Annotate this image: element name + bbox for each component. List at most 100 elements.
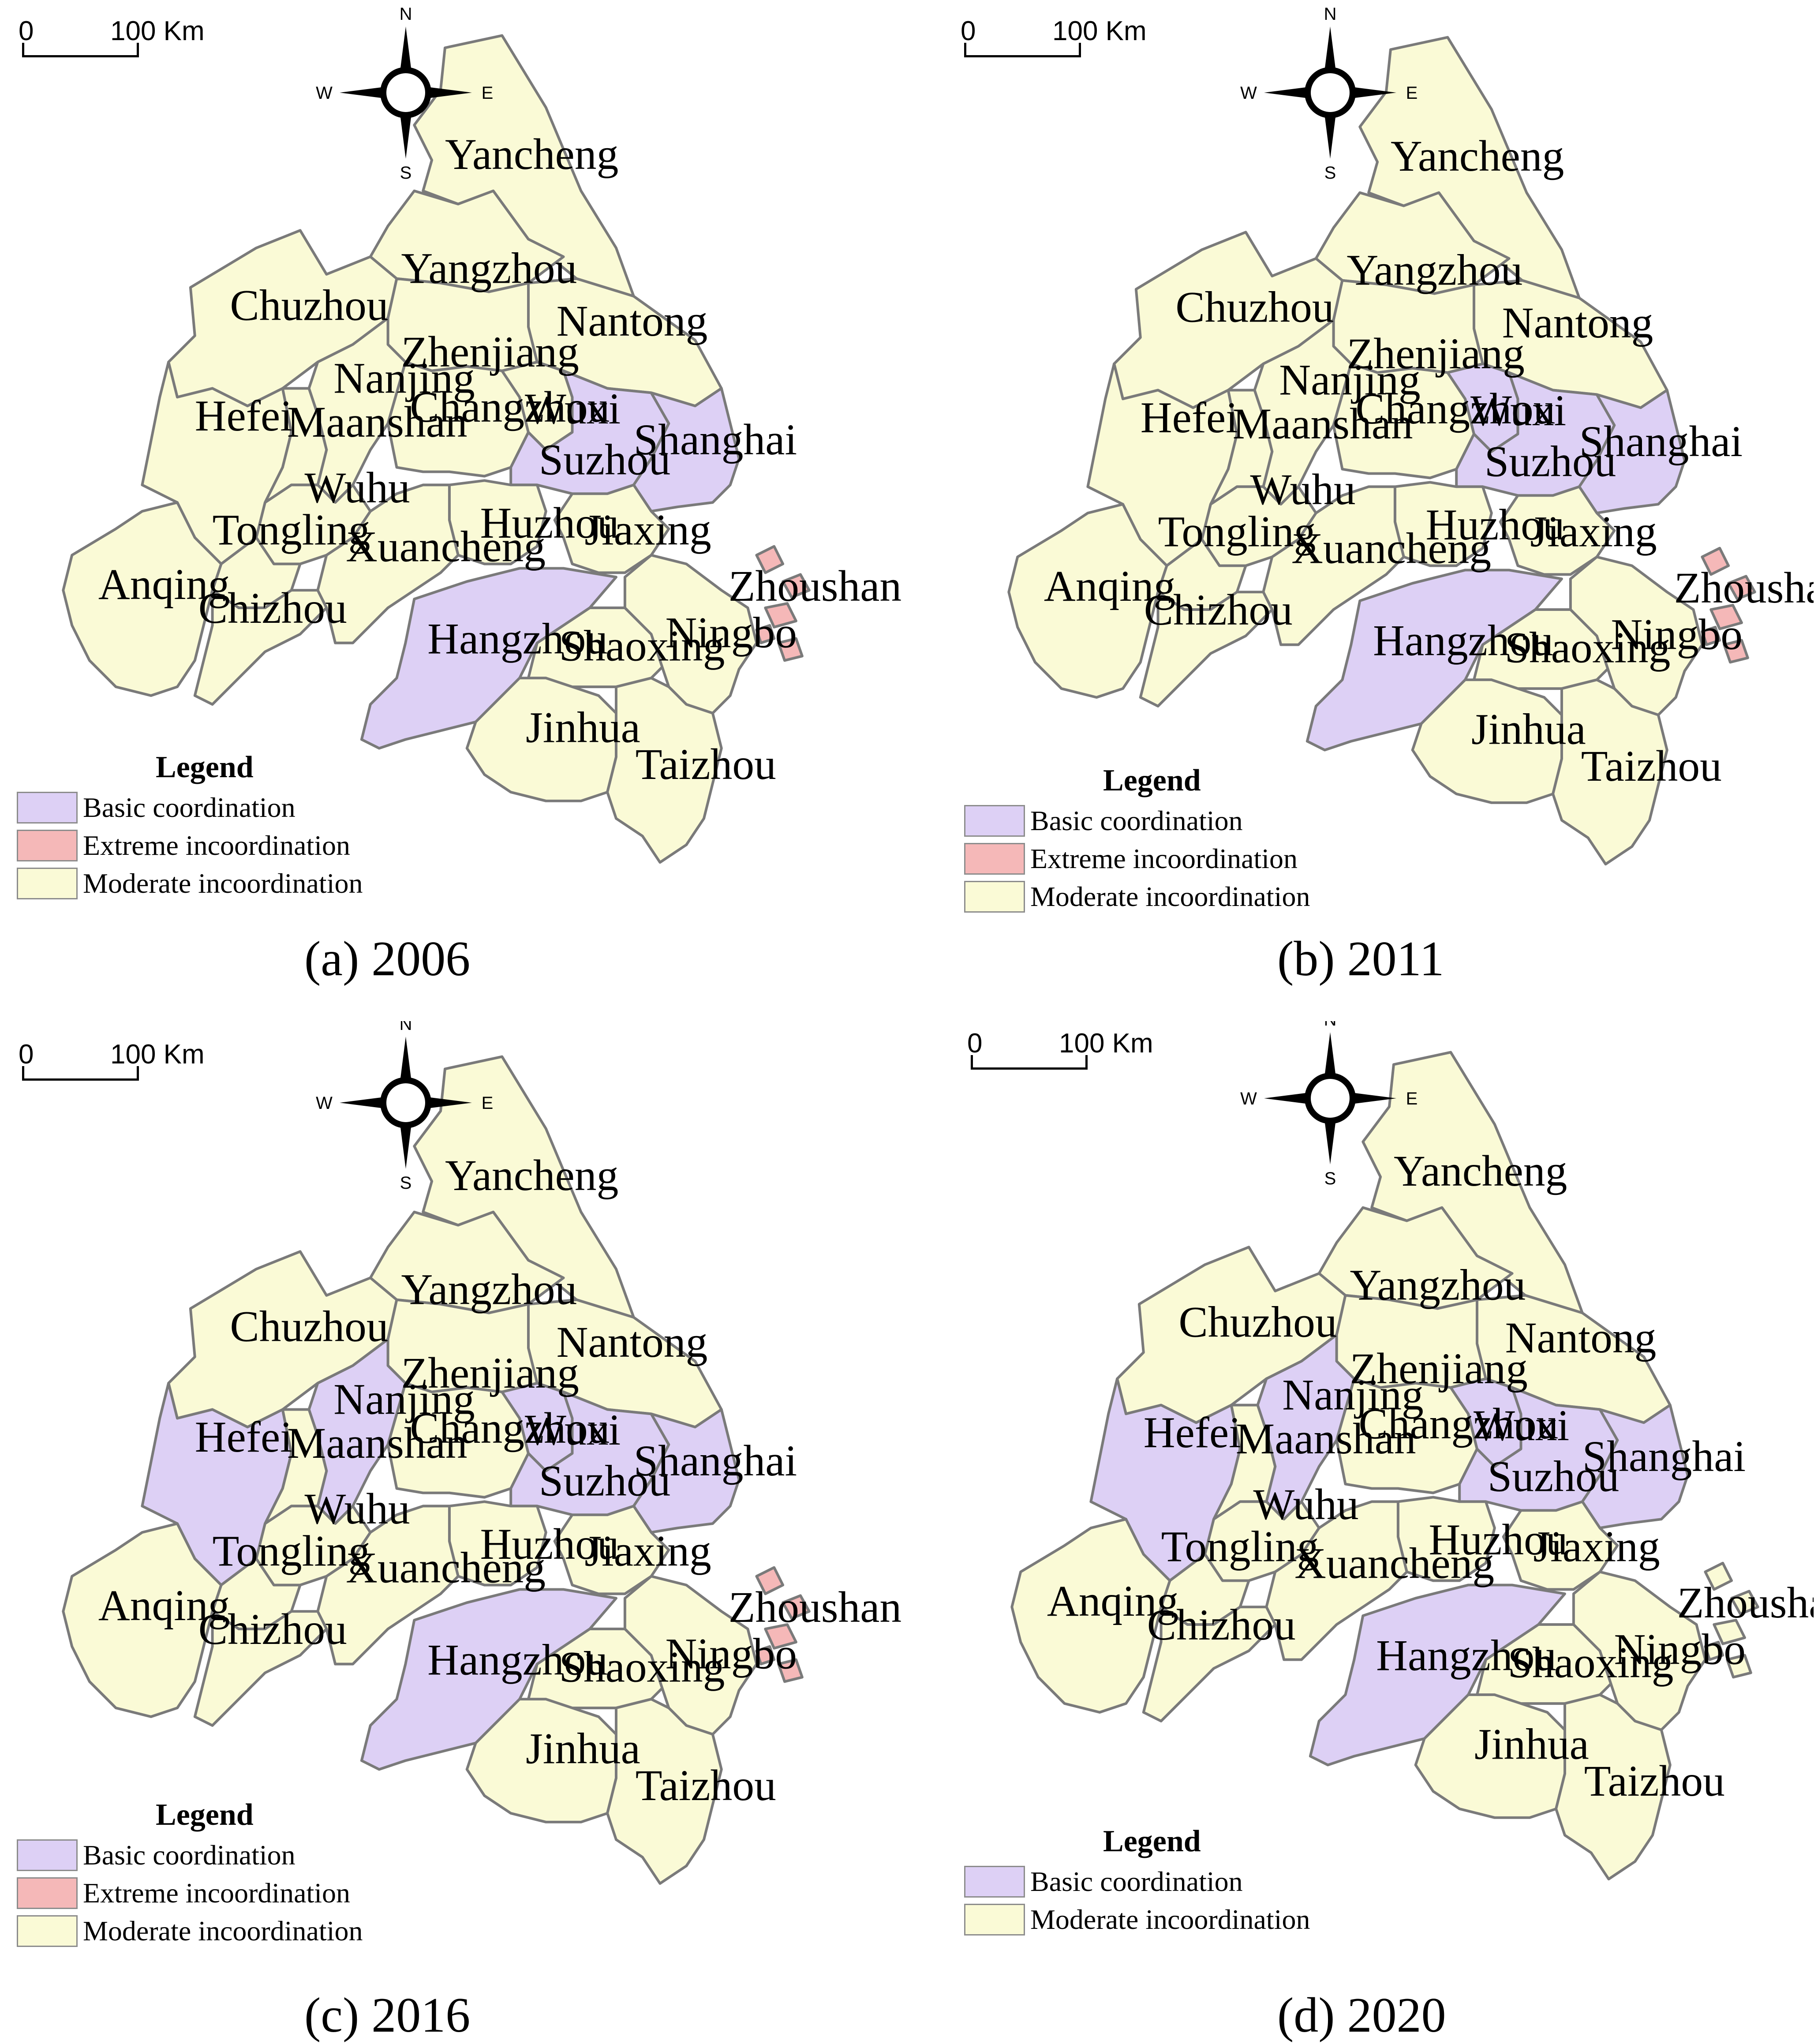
compass-south-label: S — [1324, 163, 1336, 183]
legend-swatch — [17, 1877, 78, 1909]
legend-label: Basic coordination — [1030, 805, 1243, 836]
city-label-yangzhou: Yangzhou — [401, 244, 577, 293]
city-label-zhoushan: Zhoushan — [729, 1583, 901, 1632]
scale-distance-label: 100 Km — [110, 1039, 205, 1070]
region-xuancheng — [1265, 1500, 1408, 1661]
compass-icon: N S W E — [316, 4, 493, 183]
city-label-changzhou: Changzhou — [410, 382, 610, 431]
compass-east-label: E — [1406, 83, 1418, 103]
city-label-yancheng: Yancheng — [1394, 1146, 1567, 1195]
scale-tick — [137, 1066, 139, 1081]
city-label-zhenjiang: Zhenjiang — [401, 327, 579, 376]
legend-swatch — [964, 843, 1025, 875]
legend-swatch — [17, 1839, 78, 1871]
city-label-maanshan: Maanshan — [287, 1419, 468, 1467]
map-panel-2020: Yancheng Yangzhou Chuzhou Nantong Zhenjiang N… — [907, 1021, 1814, 2043]
region-jiaxing — [553, 1505, 670, 1595]
city-label-maanshan: Maanshan — [287, 397, 468, 446]
legend-label: Basic coordination — [83, 1839, 295, 1871]
compass-west-label: W — [316, 83, 333, 103]
city-label-suzhou: Suzhou — [1485, 437, 1616, 486]
city-label-shaoxing: Shaoxing — [1508, 1638, 1674, 1687]
region-shanghai — [632, 1408, 741, 1534]
city-label-wuhu: Wuhu — [305, 1484, 410, 1533]
city-label-shanghai: Shanghai — [634, 1436, 797, 1485]
region-shanghai — [1581, 1404, 1689, 1530]
region-changzhou — [1335, 1377, 1478, 1494]
compass-icon: N S W E — [1240, 1021, 1418, 1188]
legend-swatch — [17, 792, 78, 824]
city-label-shaoxing: Shaoxing — [1505, 623, 1671, 672]
city-label-nanjing: Nanjing — [333, 353, 475, 402]
city-label-anqing: Anqing — [98, 1581, 230, 1630]
region-chizhou — [193, 589, 328, 706]
city-label-shanghai: Shanghai — [634, 415, 797, 464]
scale-zero-label: 0 — [967, 1028, 983, 1059]
city-label-maanshan: Maanshan — [1233, 399, 1413, 448]
compass-icon: N S W E — [1240, 4, 1418, 183]
city-label-jiaxing: Jiaxing — [584, 505, 711, 554]
city-label-xuancheng: Xuancheng — [1294, 1539, 1494, 1588]
city-label-anqing: Anqing — [1044, 562, 1176, 610]
legend: Legend Basic coordination Extreme incoordi… — [17, 1797, 363, 1950]
city-label-nantong: Nantong — [1505, 1313, 1657, 1362]
scale-tick — [137, 43, 139, 57]
scale-bar: 0 100 Km — [967, 1028, 1153, 1081]
legend-label: Moderate incoordination — [1030, 1904, 1310, 1935]
city-label-zhoushan: Zhoushan — [1677, 1578, 1814, 1627]
compass-east-label: E — [1406, 1089, 1418, 1108]
city-label-anqing: Anqing — [98, 560, 230, 609]
city-label-jinhua: Jinhua — [1471, 704, 1586, 753]
city-label-huzhou: Huzhou — [480, 498, 619, 547]
region-shanghai — [1578, 389, 1686, 515]
city-label-chizhou: Chizhou — [1147, 1600, 1296, 1649]
panel-caption: (d) 2020 — [1277, 1988, 1446, 2043]
city-label-wuhu: Wuhu — [1253, 1480, 1359, 1529]
legend: Legend Basic coordination Extreme incoordi… — [17, 750, 363, 902]
city-label-wuhu: Wuhu — [305, 463, 410, 512]
panel-caption: (b) 2011 — [1277, 932, 1444, 986]
compass-north-label: N — [1324, 4, 1337, 24]
region-anqing — [62, 501, 223, 697]
city-label-taizhou: Taizhou — [1581, 741, 1722, 790]
legend-title: Legend — [1103, 1824, 1201, 1858]
city-label-yangzhou: Yangzhou — [401, 1265, 577, 1314]
legend-item-moderate: Moderate incoordination — [17, 865, 363, 902]
city-label-changzhou: Changzhou — [410, 1404, 610, 1453]
city-label-jinhua: Jinhua — [1474, 1719, 1589, 1768]
scale-line — [22, 1078, 139, 1081]
legend-swatch — [964, 805, 1025, 837]
legend-swatch — [17, 830, 78, 861]
compass-south-label: S — [1324, 1169, 1336, 1188]
scale-zero-label: 0 — [19, 1039, 34, 1070]
region-changzhou — [1332, 362, 1475, 479]
scale-bar: 0 100 Km — [19, 1039, 205, 1092]
city-label-wuxi: Wuxi — [1470, 386, 1566, 435]
legend-item-moderate: Moderate incoordination — [964, 878, 1310, 916]
region-taizhou — [1555, 1693, 1672, 1881]
map-panel-2011: Yancheng Yangzhou Chuzhou Nantong Zhenjiang N… — [907, 0, 1814, 1021]
city-label-hefei: Hefei — [195, 391, 292, 440]
city-label-tongling: Tongling — [1161, 1522, 1319, 1571]
compass-west-label: W — [1240, 1089, 1257, 1108]
city-label-yancheng: Yancheng — [1391, 131, 1564, 180]
city-label-taizhou: Taizhou — [636, 740, 776, 789]
city-label-chizhou: Chizhou — [1144, 585, 1293, 634]
city-label-jinhua: Jinhua — [526, 1724, 640, 1773]
region-taizhou — [606, 677, 723, 864]
city-label-yancheng: Yancheng — [445, 130, 618, 179]
scale-tick — [1079, 43, 1081, 57]
legend-title: Legend — [156, 750, 254, 784]
compass-east-label: E — [482, 1093, 494, 1113]
legend-item-moderate: Moderate incoordination — [17, 1912, 363, 1950]
city-label-hangzhou: Hangzhou — [427, 614, 608, 663]
legend-item-extreme: Extreme incoordination — [17, 1874, 363, 1912]
city-label-jiaxing: Jiaxing — [584, 1527, 711, 1576]
city-label-yangzhou: Yangzhou — [1346, 246, 1522, 295]
scale-tick — [1085, 1055, 1088, 1070]
region-zhoushan — [1704, 1561, 1759, 1679]
compass-west-label: W — [1240, 83, 1257, 103]
legend-label: Extreme incoordination — [83, 1877, 351, 1909]
legend-item-extreme: Extreme incoordination — [17, 827, 363, 865]
